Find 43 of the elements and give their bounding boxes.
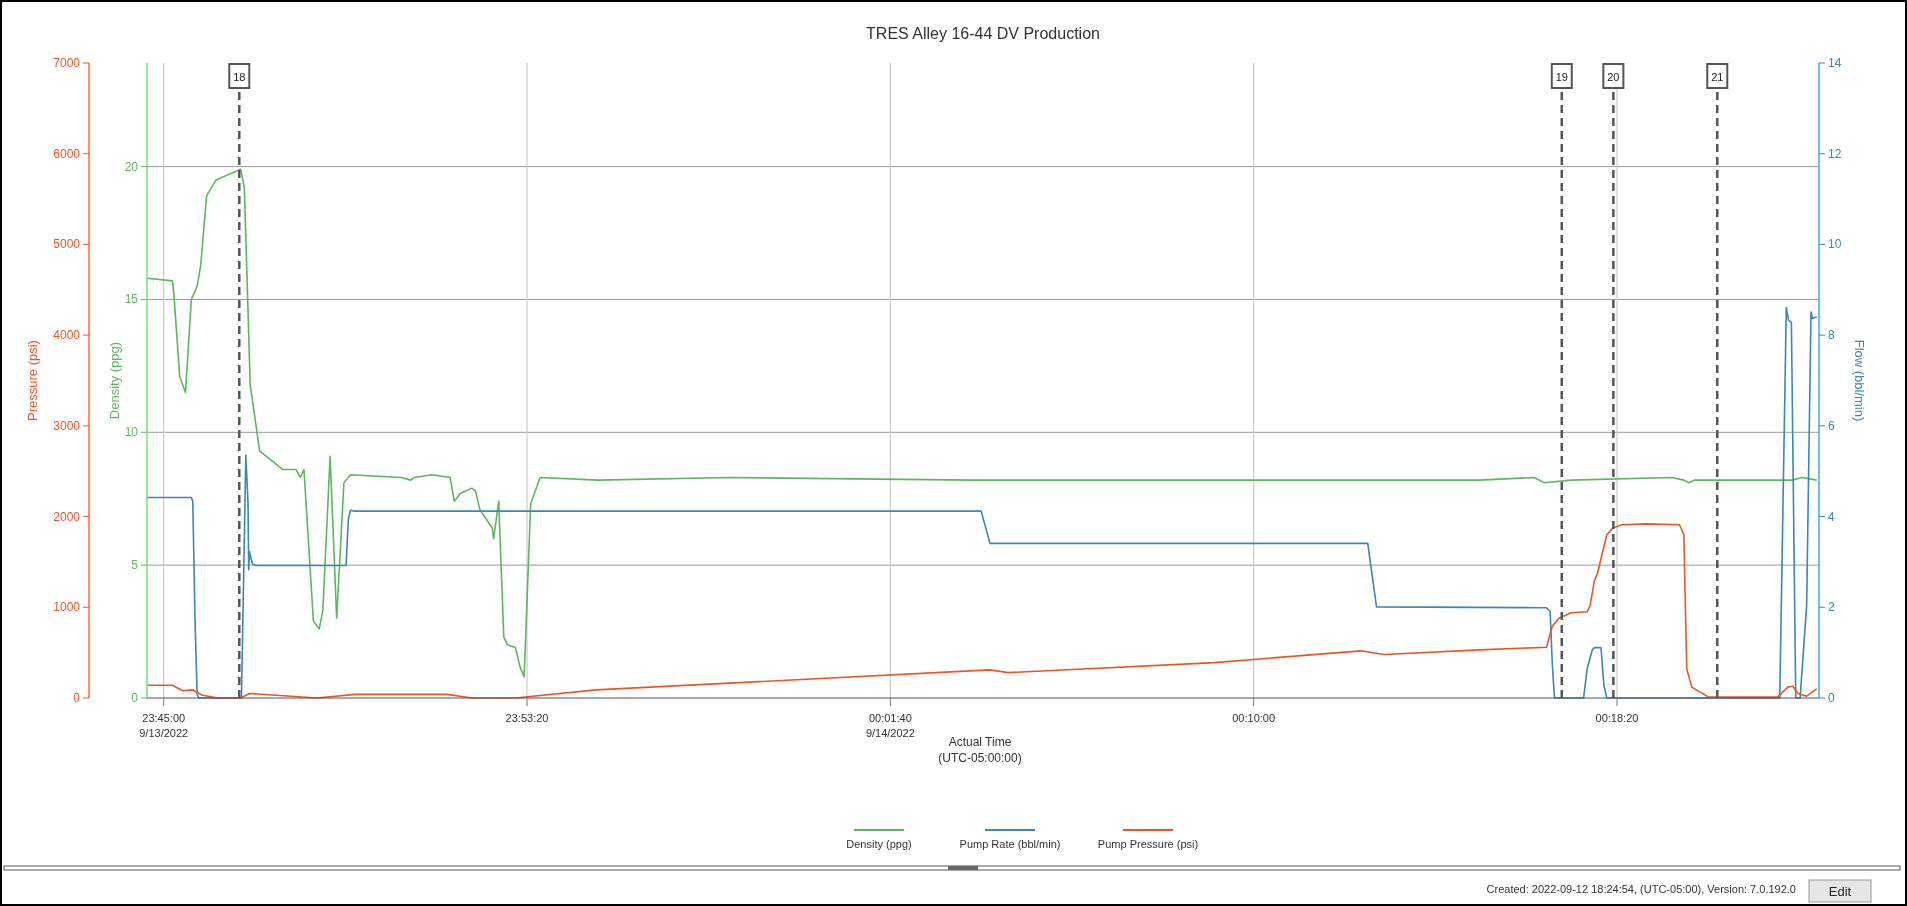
- y3-tick-label: 14: [1828, 56, 1842, 70]
- y3-tick-label: 4: [1828, 509, 1835, 524]
- y3-tick-label: 10: [1828, 237, 1842, 252]
- y2-axis-title: Pressure (psi): [25, 340, 40, 421]
- x-tick-label: 00:18:20: [1595, 712, 1639, 724]
- x-tick-label: 23:53:20: [505, 712, 549, 724]
- line-series: [146, 168, 1818, 678]
- y-tick-label: 0: [131, 691, 139, 705]
- ref-line-label: 21: [1711, 71, 1724, 83]
- y-tick-label: 10: [124, 425, 139, 440]
- line-series: [146, 523, 1818, 699]
- y2-tick-label: 3000: [53, 418, 81, 433]
- y3-tick-label: 0: [1828, 691, 1835, 705]
- ref-line-label: 19: [1555, 71, 1568, 83]
- x-tick-label: 23:45:00 9/13/2022: [139, 712, 189, 739]
- x-tick-label: 00:01:40 9/14/2022: [865, 712, 915, 739]
- y3-tick-label: 12: [1828, 146, 1842, 161]
- ref-line-label: 20: [1607, 71, 1620, 83]
- ref-line-label: 18: [233, 71, 246, 83]
- legend-label: Density (ppg): [846, 838, 912, 850]
- y-tick-label: 5: [131, 558, 139, 573]
- y3-tick-label: 6: [1828, 418, 1835, 433]
- y2-tick-label: 6000: [53, 146, 81, 161]
- legend-label: Pump Pressure (psi): [1097, 838, 1199, 850]
- text: Created: 2022-09-12 18:24:54, (UTC-05:00), Version: 7.0.192.0: [1486, 883, 1796, 895]
- y2-tick-label: 1000: [53, 600, 81, 615]
- y2-tick-label: 0: [73, 691, 81, 705]
- text: Edit: [1828, 884, 1852, 899]
- y2-tick-label: 2000: [53, 509, 81, 524]
- x-axis-title: Actual Time (UTC-05:00:00): [938, 735, 1022, 765]
- line-series: [146, 306, 1818, 699]
- y2-tick-label: 5000: [53, 237, 81, 252]
- y3-tick-label: 2: [1828, 600, 1835, 615]
- y3-tick-label: 8: [1828, 328, 1835, 343]
- y2-tick-label: 4000: [53, 328, 81, 343]
- y3-axis-title: Flow (bbl/min): [1852, 339, 1867, 422]
- chart-title: TRES Alley 16-44 DV Production: [866, 25, 1100, 42]
- legend-label: Pump Rate (bbl/min): [959, 838, 1061, 850]
- y-tick-label: 20: [124, 159, 139, 174]
- y-axis-title: Density (ppg): [107, 341, 122, 420]
- y2-tick-label: 7000: [53, 56, 81, 70]
- y-tick-label: 15: [124, 292, 139, 307]
- x-tick-label: 00:10:00: [1232, 712, 1276, 724]
